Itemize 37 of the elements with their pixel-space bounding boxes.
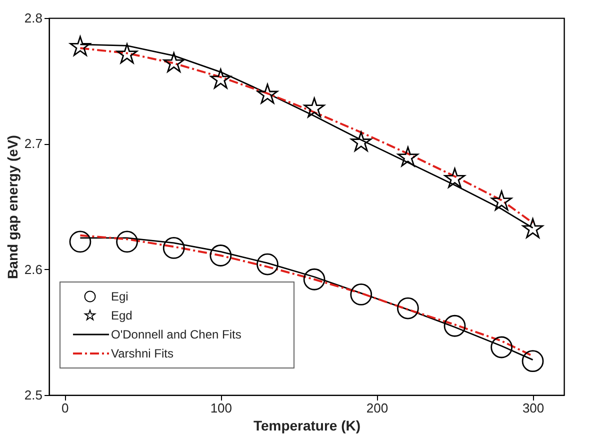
y-tick-label: 2.7 [24, 136, 42, 152]
point [162, 237, 185, 259]
line-series [79, 234, 534, 358]
point [350, 284, 372, 306]
legend-label: Egd [111, 308, 132, 322]
x-tick-label: 200 [366, 400, 388, 416]
point [304, 98, 325, 118]
point [490, 336, 513, 358]
point [522, 350, 544, 372]
x-tick-label: 300 [522, 400, 544, 416]
point [303, 268, 326, 290]
point [116, 230, 138, 253]
legend-label: Egi [111, 290, 128, 304]
point [210, 244, 232, 266]
y-tick-label: 2.5 [24, 388, 42, 402]
y-tick-label: 2.8 [24, 10, 42, 26]
legend-label: Varshni Fits [111, 346, 174, 360]
point [210, 68, 232, 89]
point [257, 84, 278, 104]
x-tick-label: 0 [61, 400, 69, 416]
point [256, 253, 278, 276]
legend-label: O'Donnell and Chen Fits [111, 328, 242, 342]
point [350, 131, 372, 152]
point [116, 43, 138, 64]
point [522, 218, 544, 238]
x-axis-title: Temperature (K) [253, 418, 361, 434]
point [396, 297, 419, 320]
point [163, 52, 184, 72]
point [70, 36, 91, 56]
point [444, 168, 466, 188]
point [69, 230, 92, 253]
point [444, 314, 466, 337]
point [491, 190, 512, 210]
y-axis-title: Band gap energy (eV) [4, 135, 20, 279]
point [397, 146, 418, 166]
y-tick-label: 2.6 [24, 262, 42, 277]
x-tick-label: 100 [210, 400, 232, 416]
